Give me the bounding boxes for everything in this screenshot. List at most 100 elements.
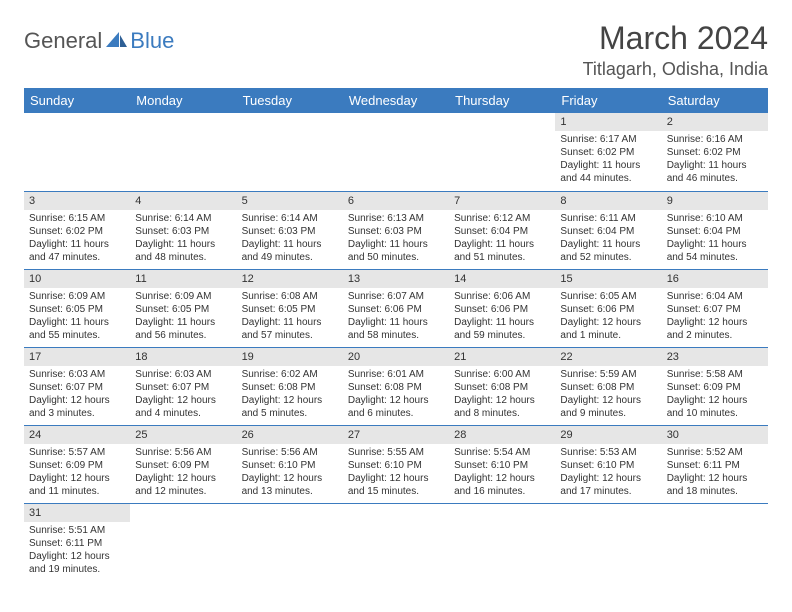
day-info-line: Sunset: 6:11 PM — [29, 537, 125, 550]
calendar-day-cell: 24Sunrise: 5:57 AMSunset: 6:09 PMDayligh… — [24, 425, 130, 503]
day-number: 11 — [130, 270, 236, 288]
calendar-week-row: 17Sunrise: 6:03 AMSunset: 6:07 PMDayligh… — [24, 347, 768, 425]
day-info-line: Daylight: 11 hours and 57 minutes. — [242, 316, 338, 342]
day-info-line: Sunset: 6:08 PM — [560, 381, 656, 394]
day-info-line: Sunrise: 6:02 AM — [242, 368, 338, 381]
calendar-body: 1Sunrise: 6:17 AMSunset: 6:02 PMDaylight… — [24, 113, 768, 581]
day-content: Sunrise: 6:03 AMSunset: 6:07 PMDaylight:… — [130, 366, 236, 424]
day-info-line: Sunrise: 6:12 AM — [454, 212, 550, 225]
day-info-line: Daylight: 12 hours and 19 minutes. — [29, 550, 125, 576]
day-info-line: Sunset: 6:03 PM — [135, 225, 231, 238]
day-info-line: Sunset: 6:02 PM — [667, 146, 763, 159]
day-number: 15 — [555, 270, 661, 288]
day-number: 30 — [662, 426, 768, 444]
calendar-day-cell: 18Sunrise: 6:03 AMSunset: 6:07 PMDayligh… — [130, 347, 236, 425]
day-number: 16 — [662, 270, 768, 288]
day-content: Sunrise: 6:10 AMSunset: 6:04 PMDaylight:… — [662, 210, 768, 268]
calendar-day-cell: 5Sunrise: 6:14 AMSunset: 6:03 PMDaylight… — [237, 191, 343, 269]
day-info-line: Sunrise: 5:58 AM — [667, 368, 763, 381]
day-info-line: Sunset: 6:07 PM — [135, 381, 231, 394]
weekday-header: Monday — [130, 88, 236, 113]
day-info-line: Daylight: 11 hours and 46 minutes. — [667, 159, 763, 185]
day-content: Sunrise: 5:52 AMSunset: 6:11 PMDaylight:… — [662, 444, 768, 502]
day-info-line: Sunset: 6:05 PM — [29, 303, 125, 316]
day-content: Sunrise: 5:57 AMSunset: 6:09 PMDaylight:… — [24, 444, 130, 502]
day-info-line: Sunset: 6:02 PM — [560, 146, 656, 159]
calendar-day-cell — [662, 503, 768, 581]
day-number: 13 — [343, 270, 449, 288]
day-info-line: Sunrise: 5:52 AM — [667, 446, 763, 459]
day-info-line: Sunset: 6:02 PM — [29, 225, 125, 238]
day-info-line: Daylight: 11 hours and 48 minutes. — [135, 238, 231, 264]
day-content: Sunrise: 5:56 AMSunset: 6:09 PMDaylight:… — [130, 444, 236, 502]
day-number: 21 — [449, 348, 555, 366]
day-info-line: Daylight: 12 hours and 18 minutes. — [667, 472, 763, 498]
calendar-day-cell: 1Sunrise: 6:17 AMSunset: 6:02 PMDaylight… — [555, 113, 661, 191]
day-info-line: Sunrise: 6:00 AM — [454, 368, 550, 381]
day-info-line: Sunrise: 6:09 AM — [29, 290, 125, 303]
day-info-line: Sunset: 6:07 PM — [667, 303, 763, 316]
day-info-line: Sunset: 6:03 PM — [348, 225, 444, 238]
calendar-day-cell: 16Sunrise: 6:04 AMSunset: 6:07 PMDayligh… — [662, 269, 768, 347]
day-content: Sunrise: 6:09 AMSunset: 6:05 PMDaylight:… — [130, 288, 236, 346]
day-number: 28 — [449, 426, 555, 444]
day-info-line: Sunset: 6:04 PM — [454, 225, 550, 238]
day-content: Sunrise: 6:02 AMSunset: 6:08 PMDaylight:… — [237, 366, 343, 424]
day-info-line: Sunset: 6:09 PM — [135, 459, 231, 472]
day-info-line: Sunrise: 6:16 AM — [667, 133, 763, 146]
day-info-line: Sunrise: 5:56 AM — [242, 446, 338, 459]
day-number: 3 — [24, 192, 130, 210]
day-info-line: Sunset: 6:06 PM — [454, 303, 550, 316]
day-number: 23 — [662, 348, 768, 366]
calendar-week-row: 31Sunrise: 5:51 AMSunset: 6:11 PMDayligh… — [24, 503, 768, 581]
day-info-line: Sunset: 6:05 PM — [242, 303, 338, 316]
day-content: Sunrise: 5:58 AMSunset: 6:09 PMDaylight:… — [662, 366, 768, 424]
day-number: 24 — [24, 426, 130, 444]
day-info-line: Sunrise: 6:11 AM — [560, 212, 656, 225]
day-content: Sunrise: 6:05 AMSunset: 6:06 PMDaylight:… — [555, 288, 661, 346]
day-info-line: Daylight: 11 hours and 59 minutes. — [454, 316, 550, 342]
day-number: 12 — [237, 270, 343, 288]
day-info-line: Sunrise: 6:06 AM — [454, 290, 550, 303]
calendar-week-row: 24Sunrise: 5:57 AMSunset: 6:09 PMDayligh… — [24, 425, 768, 503]
day-info-line: Sunset: 6:07 PM — [29, 381, 125, 394]
day-info-line: Daylight: 11 hours and 47 minutes. — [29, 238, 125, 264]
calendar-day-cell: 6Sunrise: 6:13 AMSunset: 6:03 PMDaylight… — [343, 191, 449, 269]
calendar-day-cell — [343, 503, 449, 581]
day-number: 17 — [24, 348, 130, 366]
day-content: Sunrise: 6:12 AMSunset: 6:04 PMDaylight:… — [449, 210, 555, 268]
day-info-line: Sunset: 6:10 PM — [348, 459, 444, 472]
calendar-day-cell — [449, 113, 555, 191]
day-info-line: Sunrise: 6:07 AM — [348, 290, 444, 303]
day-info-line: Sunset: 6:09 PM — [667, 381, 763, 394]
calendar-day-cell: 30Sunrise: 5:52 AMSunset: 6:11 PMDayligh… — [662, 425, 768, 503]
day-number: 18 — [130, 348, 236, 366]
day-content: Sunrise: 5:54 AMSunset: 6:10 PMDaylight:… — [449, 444, 555, 502]
day-info-line: Sunrise: 6:09 AM — [135, 290, 231, 303]
weekday-header: Tuesday — [237, 88, 343, 113]
day-info-line: Daylight: 11 hours and 49 minutes. — [242, 238, 338, 264]
day-info-line: Sunrise: 6:10 AM — [667, 212, 763, 225]
calendar-day-cell: 31Sunrise: 5:51 AMSunset: 6:11 PMDayligh… — [24, 503, 130, 581]
day-info-line: Sunset: 6:03 PM — [242, 225, 338, 238]
day-info-line: Daylight: 12 hours and 13 minutes. — [242, 472, 338, 498]
day-info-line: Sunrise: 6:03 AM — [135, 368, 231, 381]
day-info-line: Sunrise: 6:03 AM — [29, 368, 125, 381]
day-info-line: Sunset: 6:09 PM — [29, 459, 125, 472]
day-info-line: Daylight: 12 hours and 9 minutes. — [560, 394, 656, 420]
day-info-line: Sunrise: 6:14 AM — [135, 212, 231, 225]
calendar-week-row: 10Sunrise: 6:09 AMSunset: 6:05 PMDayligh… — [24, 269, 768, 347]
day-content: Sunrise: 5:51 AMSunset: 6:11 PMDaylight:… — [24, 522, 130, 580]
day-number: 4 — [130, 192, 236, 210]
calendar-day-cell: 19Sunrise: 6:02 AMSunset: 6:08 PMDayligh… — [237, 347, 343, 425]
day-number: 9 — [662, 192, 768, 210]
location-subtitle: Titlagarh, Odisha, India — [583, 59, 768, 80]
calendar-week-row: 3Sunrise: 6:15 AMSunset: 6:02 PMDaylight… — [24, 191, 768, 269]
day-number: 2 — [662, 113, 768, 131]
day-info-line: Sunrise: 6:05 AM — [560, 290, 656, 303]
day-info-line: Sunrise: 5:51 AM — [29, 524, 125, 537]
day-number: 6 — [343, 192, 449, 210]
day-number: 1 — [555, 113, 661, 131]
day-info-line: Daylight: 12 hours and 4 minutes. — [135, 394, 231, 420]
title-block: March 2024 Titlagarh, Odisha, India — [583, 20, 768, 80]
